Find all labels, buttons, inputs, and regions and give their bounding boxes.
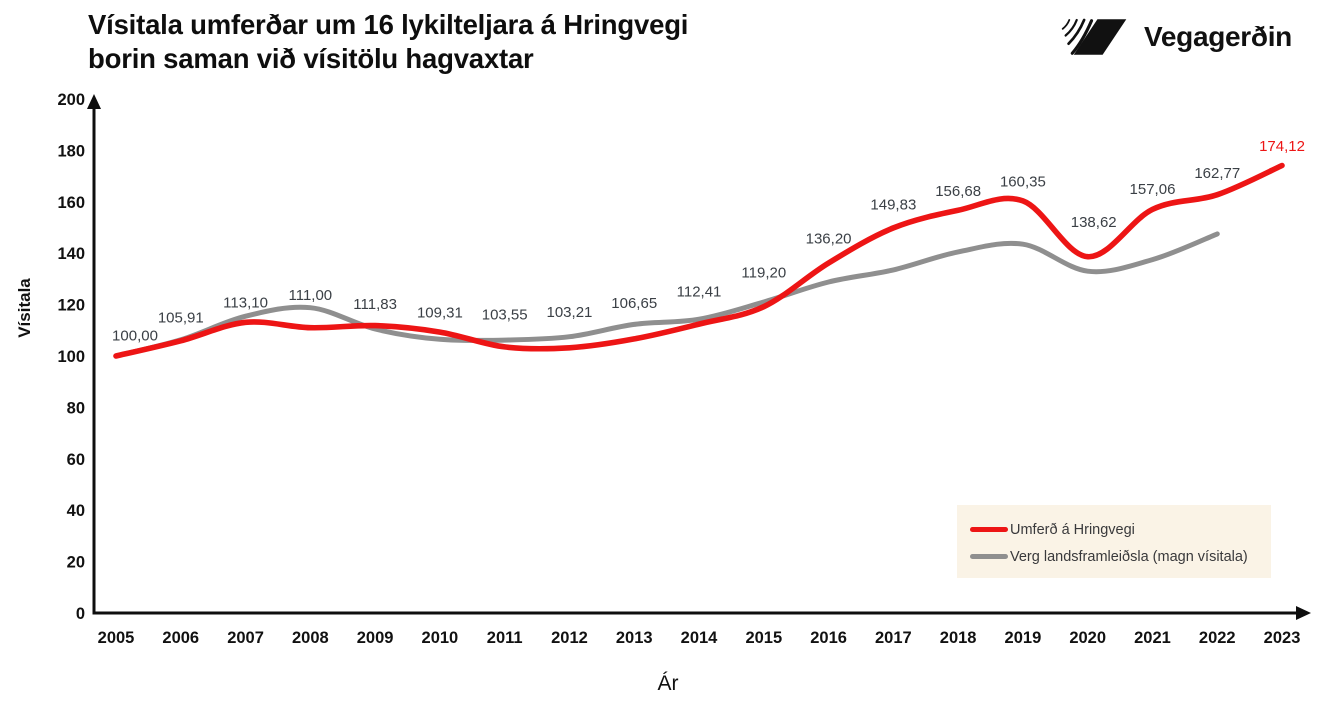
data-label: 160,35 — [1000, 173, 1046, 190]
y-axis-arrow — [87, 94, 101, 109]
chart-title-line2: borin saman við vísitölu hagvaxtar — [88, 43, 534, 75]
data-label: 174,12 — [1259, 138, 1305, 155]
data-label: 156,68 — [935, 183, 981, 200]
legend: Umferð á Hringvegi Verg landsframleiðsla… — [957, 505, 1271, 578]
x-year-label: 2013 — [616, 629, 653, 647]
data-label: 149,83 — [870, 196, 916, 213]
x-year-label: 2012 — [551, 629, 588, 647]
y-tick-label: 60 — [67, 451, 85, 469]
data-label: 109,31 — [417, 305, 463, 322]
legend-item-traffic: Umferð á Hringvegi — [970, 516, 1263, 543]
y-tick-label: 40 — [67, 502, 85, 520]
data-label: 112,41 — [677, 284, 722, 301]
legend-item-gdp: Verg landsframleiðsla (magn vísitala) — [970, 543, 1263, 570]
data-label: 100,00 — [112, 328, 158, 345]
y-tick-label: 140 — [57, 245, 85, 263]
legend-swatch-traffic — [970, 527, 1008, 532]
x-axis-title: Ár — [658, 672, 679, 695]
x-year-label: 2014 — [681, 629, 719, 647]
data-label: 106,65 — [611, 295, 657, 312]
legend-swatch-gdp — [970, 554, 1008, 559]
y-tick-label: 80 — [67, 399, 85, 417]
y-tick-label: 0 — [76, 605, 85, 623]
x-year-label: 2008 — [292, 629, 329, 647]
chart-title-line1: Vísitala umferðar um 16 lykilteljara á H… — [88, 9, 689, 40]
x-year-label: 2006 — [162, 629, 199, 647]
vegagerdin-logo-text: Vegagerðin — [1144, 21, 1292, 52]
x-year-label: 2022 — [1199, 629, 1236, 647]
series-line-gdp — [113, 231, 1220, 359]
vegagerdin-logo-icon — [1061, 18, 1127, 55]
x-year-label: 2023 — [1264, 629, 1301, 647]
x-year-label: 2020 — [1069, 629, 1106, 647]
chart-title: Vísitala umferðar um 16 lykilteljara á H… — [88, 8, 688, 76]
x-year-label: 2016 — [810, 629, 847, 647]
x-year-label: 2007 — [227, 629, 264, 647]
data-label: 113,10 — [223, 295, 268, 312]
data-label: 136,20 — [806, 230, 852, 247]
y-tick-label: 20 — [67, 554, 85, 572]
data-label: 103,55 — [482, 307, 528, 324]
x-year-label: 2021 — [1134, 629, 1171, 647]
data-label: 105,91 — [158, 309, 204, 326]
y-tick-labels: 0 20 40 60 80 100 120 140 160 180 200 — [57, 91, 85, 623]
y-tick-label: 120 — [57, 297, 85, 315]
legend-label-gdp: Verg landsframleiðsla (magn vísitala) — [1010, 548, 1248, 565]
y-axis-title: Vísitala — [15, 278, 34, 338]
x-axis-arrow — [1296, 606, 1311, 620]
x-year-labels: 2005 2006 2007 2008 2009 2010 2011 2012 2013 2014… — [98, 629, 1301, 647]
x-year-label: 2018 — [940, 629, 977, 647]
data-label: 157,06 — [1130, 181, 1176, 198]
y-tick-label: 160 — [57, 194, 85, 212]
data-label: 111,83 — [353, 296, 397, 313]
legend-label-traffic: Umferð á Hringvegi — [1010, 521, 1135, 538]
data-label: 119,20 — [741, 265, 786, 282]
x-year-label: 2019 — [1005, 629, 1042, 647]
data-label: 103,21 — [547, 304, 593, 321]
y-tick-label: 180 — [57, 142, 85, 160]
x-year-label: 2011 — [487, 629, 523, 647]
x-year-label: 2005 — [98, 629, 135, 647]
y-tick-label: 100 — [57, 348, 85, 366]
vegagerdin-logo: Vegagerðin — [1056, 10, 1292, 64]
axes — [87, 94, 1311, 620]
x-year-label: 2017 — [875, 629, 912, 647]
series-lines — [113, 162, 1285, 359]
x-year-label: 2010 — [422, 629, 459, 647]
x-year-label: 2015 — [745, 629, 782, 647]
data-label: 111,00 — [289, 287, 333, 304]
x-year-label: 2009 — [357, 629, 394, 647]
data-label: 162,77 — [1194, 165, 1240, 182]
series-line-traffic — [113, 162, 1285, 359]
data-label: 138,62 — [1071, 214, 1117, 231]
y-tick-label: 200 — [57, 91, 85, 109]
